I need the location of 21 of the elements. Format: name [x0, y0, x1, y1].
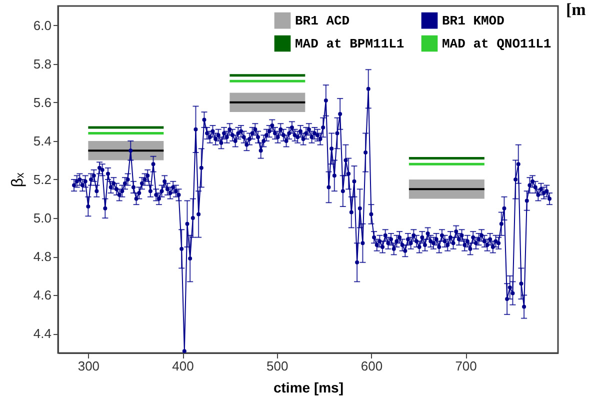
x-tick-label: 400: [172, 358, 194, 374]
x-tick-label: 500: [266, 358, 288, 374]
legend-label: BR1 ACD: [295, 14, 350, 29]
y-tick-label: 5.2: [33, 172, 52, 187]
x-tick-label: 700: [455, 358, 477, 374]
legend-label: MAD at QNO11L1: [442, 36, 552, 52]
x-axis-title: ctime [ms]: [273, 380, 344, 396]
legend-label: BR1 KMOD: [442, 14, 505, 29]
text: [m: [566, 0, 586, 19]
y-tick-label: 6.0: [33, 18, 52, 33]
y-tick-label: 4.6: [33, 288, 52, 303]
y-tick-label: 5.0: [33, 210, 52, 226]
legend-label: MAD at BPM11L1: [295, 36, 404, 52]
x-tick-label: 300: [78, 358, 100, 374]
y-tick-label: 5.4: [33, 133, 52, 148]
y-tick-label: 5.6: [33, 94, 52, 110]
x-tick-label: 600: [360, 358, 383, 374]
y-tick-label: 5.8: [33, 56, 52, 72]
y-axis-title: βₓ: [9, 172, 26, 188]
y-tick-label: 4.8: [33, 249, 52, 264]
y-tick-label: 4.4: [33, 326, 52, 342]
